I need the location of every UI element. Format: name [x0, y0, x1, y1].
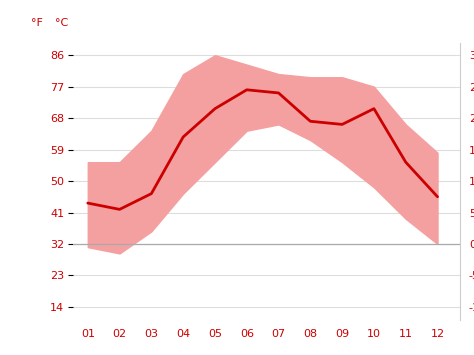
- Text: °F: °F: [31, 18, 43, 28]
- Text: °C: °C: [55, 18, 68, 28]
